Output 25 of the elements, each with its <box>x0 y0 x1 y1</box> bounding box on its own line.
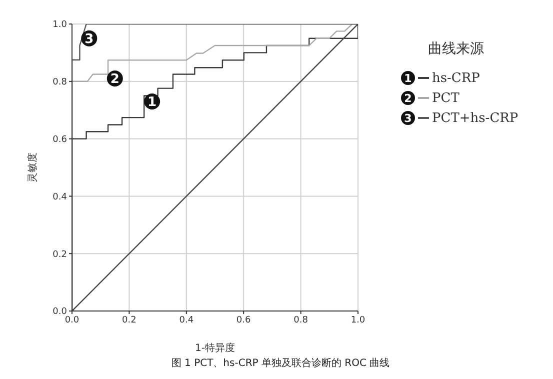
text: 2 <box>404 92 412 105</box>
x-tick-label: 0.8 <box>294 315 308 326</box>
x-tick-label: 0.0 <box>64 315 80 326</box>
x-tick-label: 0.4 <box>179 315 194 326</box>
x-tick-label: 0.6 <box>236 315 252 326</box>
y-tick-label: 1.0 <box>52 20 68 30</box>
text: 1 <box>404 72 412 85</box>
legend-label: PCT+hs-CRP <box>432 110 518 126</box>
annotation: 1 <box>148 94 157 110</box>
x-tick-label: 1.0 <box>350 315 366 326</box>
annotation: 3 <box>84 32 94 47</box>
x-tick-label: 0.2 <box>122 315 136 326</box>
text: 3 <box>404 112 412 125</box>
x-axis-title: 1-特异度 <box>195 342 235 354</box>
annotation: 2 <box>110 72 120 88</box>
text: 图 1 PCT、hs-CRP 单独及联合诊断的 ROC 曲线 <box>170 356 391 370</box>
y-tick-label: 0.4 <box>52 192 68 202</box>
legend-label: PCT <box>432 90 460 106</box>
y-tick-label: 0.0 <box>52 307 68 318</box>
legend-title: 曲线来源 <box>428 40 485 58</box>
y-axis-title: 灵敏度 <box>26 152 39 182</box>
legend-label: hs-CRP <box>432 70 480 86</box>
y-tick-label: 0.2 <box>52 250 67 260</box>
y-tick-label: 0.8 <box>52 78 68 88</box>
y-tick-label: 0.6 <box>52 134 68 145</box>
